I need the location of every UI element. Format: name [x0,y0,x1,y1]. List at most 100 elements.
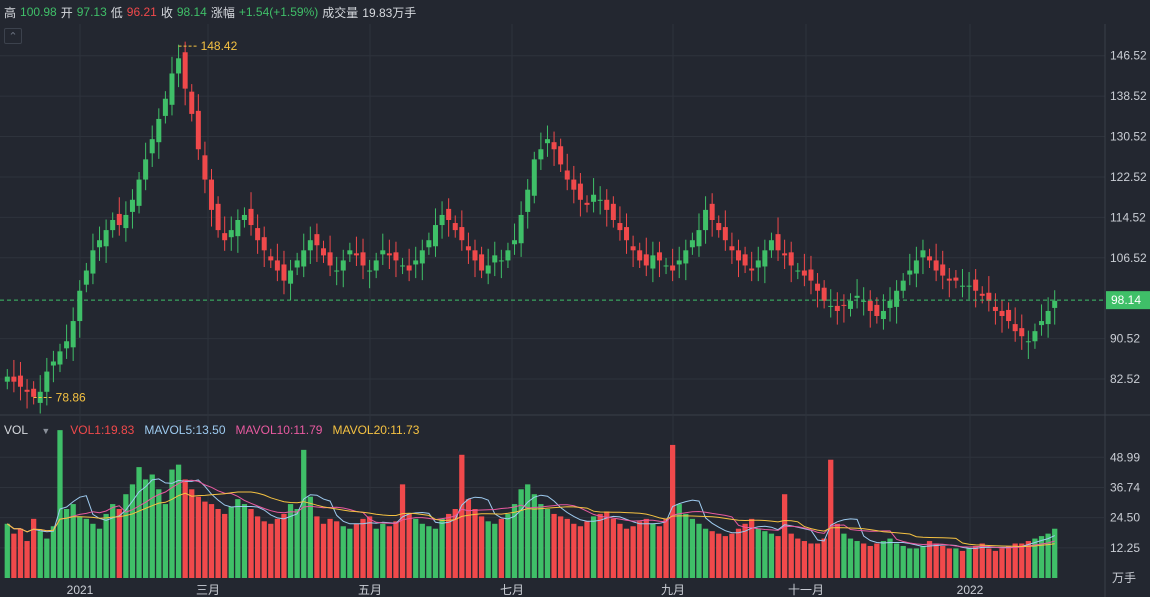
candle-body [241,214,247,220]
candle-body [281,264,287,281]
volume-bar [702,528,709,578]
candle-body [604,199,610,210]
candle-body [97,240,103,248]
volume-bar [439,518,445,578]
volume-bar [729,533,735,578]
candle-body [432,225,438,247]
candle-body [847,300,853,309]
candle-body [143,159,149,180]
candle-body [64,341,70,349]
candle-body [880,310,886,320]
volume-bar [781,494,788,578]
candle-body [1012,324,1018,332]
candle-body [624,227,630,241]
volume-bar [1052,528,1058,578]
candle-body [795,270,801,272]
volume-bar [973,545,979,578]
low-value: 96.21 [126,5,157,19]
min-price-label: 78.86 [56,391,86,405]
candle-body [953,277,959,281]
candle-body [169,73,175,105]
volume-bar [235,499,241,578]
price-axis: 146.52 138.52 130.52 122.52 114.52 106.52 90.5… [1110,49,1147,386]
volume-bar [584,521,590,578]
volume-bar [762,531,768,578]
time-tick-label: 十一月 [788,583,824,597]
candle-body [31,388,37,397]
volume-indicator-select[interactable]: VOL ▼ [4,423,60,437]
candle-body [24,389,30,392]
candle-body [320,248,326,256]
volume-bar [1005,545,1012,578]
price-tick-label: 130.52 [1110,130,1147,144]
open-label: 开 [60,5,73,20]
volume-bar [1038,536,1045,578]
volume-bar [189,489,195,578]
volume-bar [307,496,313,578]
volume-bar [828,459,834,578]
volume-bar [900,545,906,578]
volume-bar [432,528,439,578]
candle-body [946,278,952,281]
volume-bar [940,545,946,578]
volume-bar [735,528,742,578]
volume-bar [334,521,340,578]
volume-bar [874,543,880,578]
volume-bar [551,513,557,578]
candle-body [70,321,76,348]
candle-body [986,292,992,301]
candle-body [564,170,570,180]
volume-bar [83,518,89,578]
volume-bar [683,513,689,578]
candle-body [465,246,471,251]
volume-bar [854,541,860,578]
volume-bar [57,430,63,578]
candle-body [156,118,162,143]
volume-bar [492,523,498,578]
candle-body [360,252,366,266]
candle-body [426,240,432,248]
candle-body [77,290,83,322]
candle-body [123,214,129,229]
change-label: 涨幅 [210,5,235,20]
open-value: 97.13 [76,5,107,19]
volume-bar [558,516,564,578]
candle-body [353,253,359,256]
candle-body [1006,309,1012,322]
volume-bar [301,449,307,578]
candle-body [367,270,373,272]
candle-body [979,293,985,296]
collapse-icon[interactable]: ⌃ [4,28,22,44]
candle-body [709,203,715,220]
mavol5-line [7,478,1055,549]
volume-bar [426,526,432,578]
candle-body [775,234,781,251]
candle-body [920,250,926,258]
candle-body [670,265,676,271]
candle-body [861,300,867,302]
volume-bar [907,548,913,578]
volume-bar [821,538,827,578]
candle-body [50,361,56,366]
candle-body [116,213,122,226]
volume-bar [110,504,116,578]
candle-body [162,98,168,116]
mavol20-line [7,491,1055,548]
volume-bar [867,545,873,578]
volume-bar [498,518,504,578]
candle-body [57,351,63,365]
volume-bar [1045,533,1051,578]
volume-bar [340,526,346,578]
candle-body [129,199,135,212]
candle-body [716,223,722,231]
volume-bar [195,496,201,578]
volume-bar [116,509,122,578]
mavol20-value: MAVOL20:11.73 [332,423,420,437]
volume-bar [248,509,254,578]
candle-body [940,264,946,276]
volume-bar [281,513,287,578]
candle-body [393,252,399,261]
volume-bar [1019,543,1025,578]
candle-body [591,194,597,202]
